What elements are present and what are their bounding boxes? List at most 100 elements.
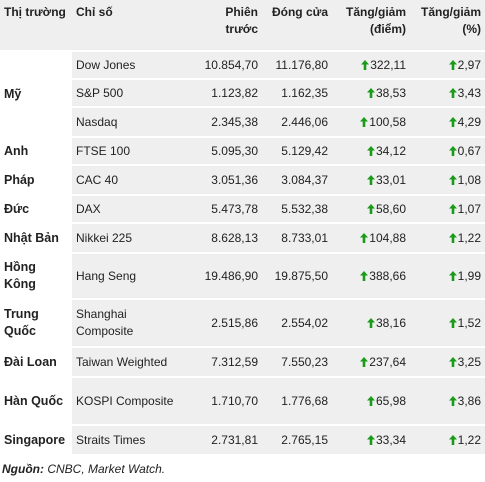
cell-text: 1.776,68 <box>281 393 328 408</box>
up-arrow <box>360 116 369 127</box>
value-cell: 1,08 <box>410 165 485 196</box>
table-row: Anh FTSE 100 5.095,30 5.129,42 34,12 0,67 <box>0 137 485 166</box>
cell-text: 100,58 <box>369 114 406 129</box>
cell-text: 2.515,86 <box>211 315 258 330</box>
table-body: Mỹ Dow Jones 10.854,70 11.176,80 322,11 2,97 S… <box>0 51 485 456</box>
value-cell: 2.446,06 <box>262 107 332 138</box>
cell-text: 388,66 <box>369 268 406 283</box>
value-cell: 5.473,78 <box>190 195 262 224</box>
cell-text: 3.051,36 <box>211 172 258 187</box>
cell-text: 58,60 <box>375 201 406 216</box>
cell-text: 2.554,02 <box>281 315 328 330</box>
header-cell: Tăng/giảm (điểm) <box>332 0 410 52</box>
up-arrow <box>360 356 369 367</box>
cell-text: CAC 40 <box>76 172 119 187</box>
index-name: DAX <box>72 195 190 224</box>
value-cell: 3.051,36 <box>190 165 262 196</box>
index-name: Straits Times <box>72 425 190 456</box>
market-table: Thị trường Chỉ số Phiên trước Đóng cửa T… <box>0 0 485 456</box>
up-arrow <box>366 174 375 185</box>
value-cell: 1,99 <box>410 253 485 300</box>
index-name: CAC 40 <box>72 165 190 196</box>
market-name: Anh <box>0 137 72 166</box>
cell-text: Shanghai Composite <box>76 307 134 338</box>
up-arrow <box>366 203 375 214</box>
up-arrow <box>448 270 457 281</box>
cell-text: 2.731,81 <box>211 432 258 447</box>
cell-text: 3,86 <box>457 393 481 408</box>
cell-text: 2.446,06 <box>281 114 328 129</box>
source-text: CNBC, Market Watch. <box>47 462 166 476</box>
cell-text: 2.765,15 <box>281 432 328 447</box>
cell-text: 5.473,78 <box>211 201 258 216</box>
value-cell: 0,67 <box>410 137 485 166</box>
index-name: Shanghai Composite <box>72 299 190 348</box>
value-cell: 3.084,37 <box>262 165 332 196</box>
cell-text: 1.123,82 <box>211 85 258 100</box>
cell-text: 1,52 <box>457 315 481 330</box>
up-arrow <box>366 317 375 328</box>
cell-text: Hang Seng <box>76 268 137 283</box>
value-cell: 5.532,38 <box>262 195 332 224</box>
cell-text: 104,88 <box>369 230 406 245</box>
table-row: Singapore Straits Times 2.731,81 2.765,15 33… <box>0 425 485 456</box>
value-cell: 7.312,59 <box>190 347 262 378</box>
cell-text: 5.095,30 <box>211 143 258 158</box>
value-cell: 1.123,82 <box>190 79 262 108</box>
value-cell: 2.765,15 <box>262 425 332 456</box>
up-arrow <box>448 87 457 98</box>
cell-text: 19.486,90 <box>204 268 258 283</box>
cell-text: 1,22 <box>457 230 481 245</box>
cell-text: 322,11 <box>370 57 406 72</box>
value-cell: 38,53 <box>332 79 410 108</box>
market-name: Mỹ <box>0 51 72 138</box>
cell-text: 1.162,35 <box>281 85 328 100</box>
value-cell: 38,16 <box>332 299 410 348</box>
cell-text: 11.176,80 <box>275 57 329 72</box>
header-cell: Chỉ số <box>72 0 190 52</box>
cell-text: 8.628,13 <box>211 230 258 245</box>
index-name: Taiwan Weighted <box>72 347 190 378</box>
index-name: Nikkei 225 <box>72 223 190 254</box>
value-cell: 5.129,42 <box>262 137 332 166</box>
value-cell: 34,12 <box>332 137 410 166</box>
market-name: Đài Loan <box>0 347 72 378</box>
index-name: S&P 500 <box>72 79 190 108</box>
cell-text: Straits Times <box>76 432 146 447</box>
table-row: Hàn Quốc KOSPI Composite 1.710,70 1.776,68 6… <box>0 377 485 426</box>
source-label: Nguồn: <box>2 462 44 476</box>
table-row: Mỹ Dow Jones 10.854,70 11.176,80 322,11 2,97 <box>0 51 485 138</box>
market-name: Đức <box>0 195 72 224</box>
value-cell: 104,88 <box>332 223 410 254</box>
cell-text: S&P 500 <box>76 85 124 100</box>
header-cell: Đóng cửa <box>262 0 332 52</box>
cell-text: 5.129,42 <box>281 143 328 158</box>
cell-text: 3,43 <box>457 85 481 100</box>
value-cell: 8.628,13 <box>190 223 262 254</box>
value-cell: 65,98 <box>332 377 410 426</box>
up-arrow <box>448 317 457 328</box>
cell-text: 4,29 <box>457 114 481 129</box>
cell-text: 10.854,70 <box>204 57 258 72</box>
cell-text: 3.084,37 <box>281 172 328 187</box>
value-cell: 2.554,02 <box>262 299 332 348</box>
table-row: Pháp CAC 40 3.051,36 3.084,37 33,01 1,08 <box>0 165 485 196</box>
cell-text: 38,16 <box>375 315 406 330</box>
up-arrow <box>366 145 375 156</box>
cell-text: Taiwan Weighted <box>76 354 168 369</box>
market-name: Trung Quốc <box>0 299 72 348</box>
cell-text: Nikkei 225 <box>76 230 133 245</box>
market-name: Pháp <box>0 165 72 196</box>
cell-text: 38,53 <box>375 85 406 100</box>
header-cell: Tăng/giảm (%) <box>410 0 485 52</box>
index-name: Nasdaq <box>72 107 190 138</box>
cell-text: 1,07 <box>457 201 481 216</box>
cell-text: Dow Jones <box>76 57 136 72</box>
header-cell: Thị trường <box>0 0 72 52</box>
cell-text: 7.550,23 <box>281 354 328 369</box>
up-arrow <box>448 145 457 156</box>
value-cell: 11.176,80 <box>262 51 332 80</box>
up-arrow <box>448 59 457 70</box>
cell-text: 0,67 <box>457 143 481 158</box>
value-cell: 33,01 <box>332 165 410 196</box>
